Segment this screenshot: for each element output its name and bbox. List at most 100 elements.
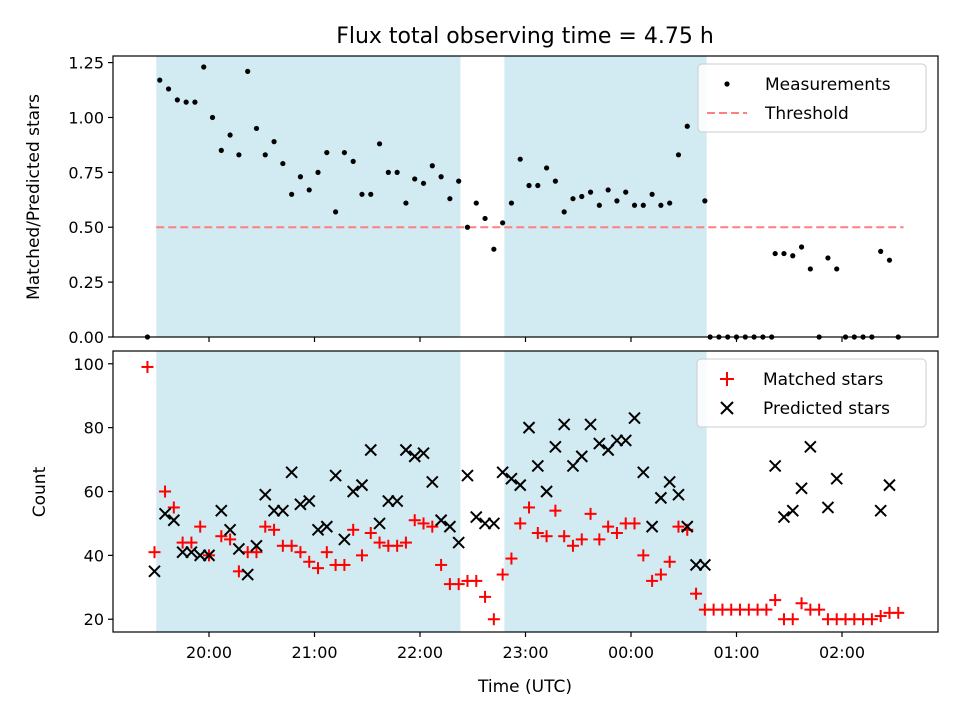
matched-star-point: [159, 485, 172, 498]
predicted-star-point: [417, 446, 430, 460]
bottom-y-tick-label: 100: [73, 355, 104, 374]
measurement-point: [218, 147, 224, 153]
measurement-point: [429, 163, 435, 169]
predicted-d2: [470, 510, 483, 524]
predicted-star-point: [593, 437, 606, 450]
predicted-star-point: [514, 478, 527, 492]
predicted-d2: [223, 523, 237, 537]
predicted-d2: [267, 504, 281, 517]
measurement-point: [561, 209, 567, 215]
predicted-d2: [681, 520, 694, 533]
measurement-point: [359, 191, 365, 197]
predicted-d2: [777, 510, 791, 524]
top-y-tick-label: 1.25: [68, 54, 104, 73]
measurement-point: [280, 160, 286, 167]
bottom-x-tick-label: 21:00: [291, 643, 337, 662]
predicted-d2: [549, 440, 562, 454]
predicted-star-point: [487, 517, 501, 530]
measurements-series: [144, 64, 901, 340]
matched-star-point: [663, 555, 676, 568]
bottom-y-tick-label: 60: [84, 483, 104, 502]
predicted-d2: [478, 517, 492, 530]
matched-star-point: [417, 517, 430, 530]
shaded-interval: [156, 351, 461, 632]
predicted-star-point: [698, 558, 712, 572]
predicted-d2: [768, 459, 782, 473]
matched-star-point: [892, 606, 905, 619]
predicted-d2: [176, 545, 189, 559]
measurement-point: [412, 176, 418, 182]
measurement-point: [482, 215, 488, 222]
predicted-star-point: [830, 472, 843, 485]
predicted-star-point: [338, 533, 351, 546]
predicted-star-point: [505, 472, 518, 485]
legend-threshold-label: Threshold: [764, 104, 849, 124]
predicted-star-point: [470, 510, 483, 524]
bottom-x-tick-label: 22:00: [397, 643, 443, 662]
measurement-point: [790, 253, 796, 259]
matched-star-point: [312, 562, 325, 575]
predicted-d2: [821, 501, 835, 514]
matched-star-point: [593, 533, 606, 546]
predicted-d2: [215, 504, 228, 517]
matched-star-point: [435, 558, 448, 571]
predicted-star-point: [795, 482, 808, 495]
matched-star-point: [194, 520, 207, 533]
predicted-star-point: [320, 520, 334, 533]
predicted-d2: [786, 504, 799, 517]
predicted-star-point: [874, 504, 887, 517]
measurement-point: [605, 187, 611, 193]
measurement-point: [368, 191, 374, 197]
matched-star-point: [452, 578, 465, 591]
predicted-star-point: [883, 478, 896, 492]
measurement-point: [772, 250, 778, 257]
measurement-point: [570, 196, 576, 202]
shaded-interval: [504, 351, 707, 632]
predicted-d2: [241, 568, 254, 581]
measurement-point: [341, 149, 347, 156]
predicted-star-point: [303, 494, 316, 508]
matched-star-point: [505, 552, 518, 565]
predicted-d2: [185, 545, 198, 559]
bottom-panel: 20 40 60 80 100 20:00 21:00 22:00 23:00 00:00 01:…: [30, 350, 939, 697]
bottom-x-tick-label: 23:00: [502, 643, 548, 662]
predicted-star-point: [557, 418, 571, 431]
predicted-star-point: [329, 469, 342, 482]
matched-star-point: [391, 539, 404, 552]
measurement-point: [403, 200, 409, 206]
measurement-point: [552, 178, 558, 184]
predicted-star-point: [294, 498, 307, 511]
matched-star-point: [426, 520, 439, 533]
measurement-point: [631, 202, 638, 208]
bottom-x-tick-label: 00:00: [608, 643, 654, 662]
measurement-point: [165, 86, 172, 92]
top-legend: Measurements Threshold: [697, 63, 927, 133]
predicted-d2: [285, 466, 298, 479]
matched-star-point: [268, 523, 281, 536]
predicted-star-point: [645, 520, 659, 533]
measurement-point: [201, 64, 207, 70]
predicted-d2: [373, 517, 386, 530]
measurement-point: [526, 182, 532, 189]
measurement-point: [667, 200, 673, 206]
measurement-point: [658, 202, 664, 208]
measurement-point: [614, 198, 620, 204]
matched-star-point: [399, 536, 412, 549]
measurement-point: [781, 250, 787, 257]
matched-star-point: [364, 527, 377, 540]
predicted-d2: [619, 434, 632, 447]
measurement-point: [675, 152, 682, 158]
measurement-point: [464, 224, 471, 230]
predicted-d2: [610, 434, 624, 447]
measurement-point: [878, 248, 884, 254]
bottom-y-axis-label: Count: [30, 466, 50, 517]
top-y-axis: 0.00 0.25 0.50 0.75 1.00 1.25: [68, 54, 113, 347]
predicted-star-point: [426, 475, 439, 489]
predicted-star-point: [443, 520, 457, 533]
predicted-d2: [514, 478, 527, 492]
top-y-tick-label: 0.00: [68, 328, 104, 347]
predicted-d2: [355, 478, 369, 492]
legend-matched-marker: [720, 372, 734, 386]
matched-star-point: [373, 536, 386, 549]
